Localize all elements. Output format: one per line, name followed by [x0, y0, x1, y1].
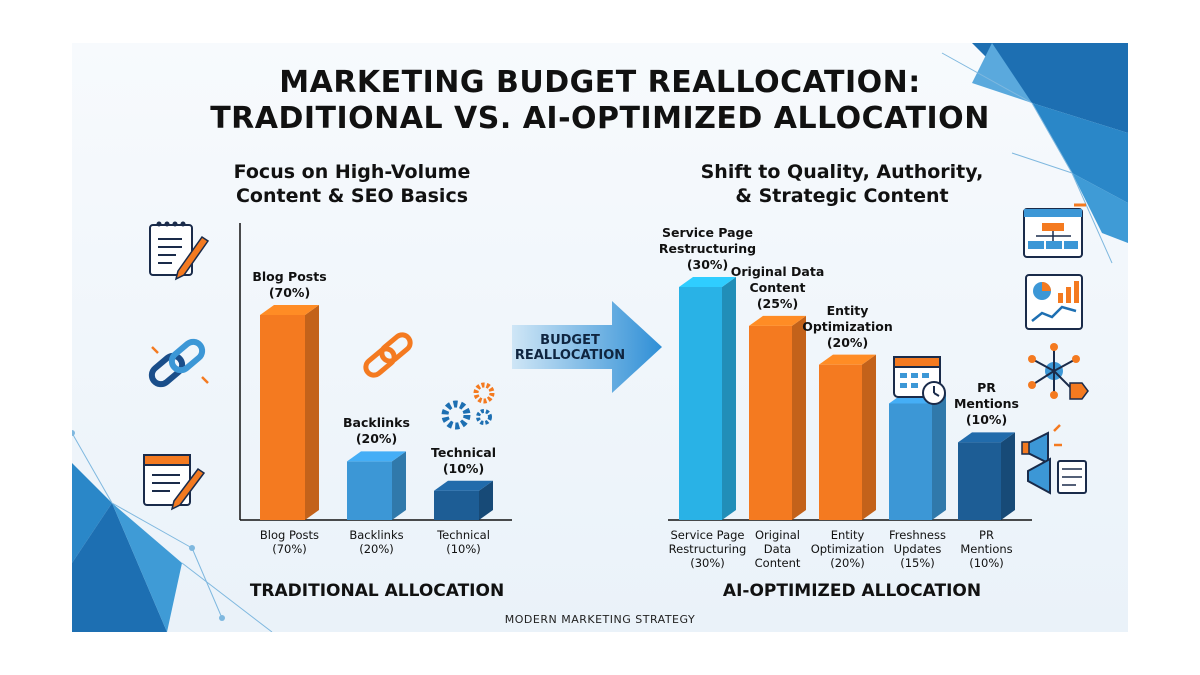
bar-label-entity-optimization: Entity Optimization (20%) — [802, 302, 893, 350]
reallocation-arrow-label: BUDGET REALLOCATION — [514, 333, 626, 363]
footer-text: MODERN MARKETING STRATEGY — [504, 613, 696, 626]
bar-label-original-data-content: Original Data Content (25%) — [730, 263, 825, 311]
network-tag-icon — [1028, 343, 1089, 400]
bar-label-backlinks: Backlinks (20%) — [343, 415, 410, 447]
right-subtitle: Shift to Quality, Authority, & Strategic … — [700, 161, 984, 207]
gears-icon — [441, 382, 495, 430]
ai-optimized-allocation-label: AI-OPTIMIZED ALLOCATION — [722, 581, 982, 601]
background-art — [72, 43, 1128, 632]
left-chart-bars — [260, 305, 493, 520]
bar-original-data-content — [749, 315, 806, 520]
axis-label-freshness-updates: Freshness Updates (15%) — [889, 528, 946, 570]
calendar-pencil-icon — [143, 454, 206, 511]
axis-label-blog-posts: Blog Posts (70%) — [259, 528, 320, 556]
axis-label-entity-optimization: Entity Optimization (20%) — [810, 528, 885, 570]
axis-label-service-page-restructuring: Service Page Restructuring (30%) — [668, 528, 747, 570]
bar-service-page-restructuring — [679, 277, 736, 520]
bar-blog-posts — [260, 305, 319, 520]
bar-freshness-updates — [889, 393, 946, 520]
traditional-allocation-label: TRADITIONAL ALLOCATION — [249, 581, 505, 601]
bar-label-service-page-restructuring: Service Page Restructuring (30%) — [658, 225, 757, 272]
flowchart-icon — [1023, 203, 1086, 258]
right-chart-bars — [679, 277, 1015, 520]
page-title: MARKETING BUDGET REALLOCATION: TRADITIONA… — [210, 65, 990, 136]
infographic-card: MARKETING BUDGET REALLOCATION: TRADITIONA… — [72, 43, 1128, 632]
bar-label-pr-mentions: PR Mentions (10%) — [953, 380, 1019, 428]
bar-entity-optimization — [819, 354, 876, 520]
bar-pr-mentions — [958, 432, 1015, 520]
megaphone-icon — [1021, 424, 1087, 495]
axis-label-technical: Technical (10%) — [437, 528, 490, 556]
left-subtitle: Focus on High-Volume Content & SEO Basics — [233, 161, 471, 207]
bar-backlinks — [347, 451, 406, 520]
reallocation-arrow-icon — [512, 301, 662, 393]
chain-link-icon — [148, 338, 209, 388]
chain-link-icon — [363, 332, 413, 378]
axis-label-backlinks: Backlinks (20%) — [349, 528, 404, 556]
corner-decoration-bottom-left — [72, 430, 273, 632]
bar-label-blog-posts: Blog Posts (70%) — [252, 269, 327, 300]
calendar-clock-icon — [893, 356, 946, 405]
axis-label-pr-mentions: PR Mentions (10%) — [960, 528, 1013, 570]
bar-technical — [434, 480, 493, 520]
axis-label-original-data-content: Original Data Content — [754, 528, 801, 570]
notepad-pencil-icon — [149, 221, 210, 281]
corner-decoration-top-right — [941, 43, 1128, 264]
bar-label-technical: Technical (10%) — [431, 444, 496, 476]
analytics-dashboard-icon — [1025, 274, 1083, 330]
